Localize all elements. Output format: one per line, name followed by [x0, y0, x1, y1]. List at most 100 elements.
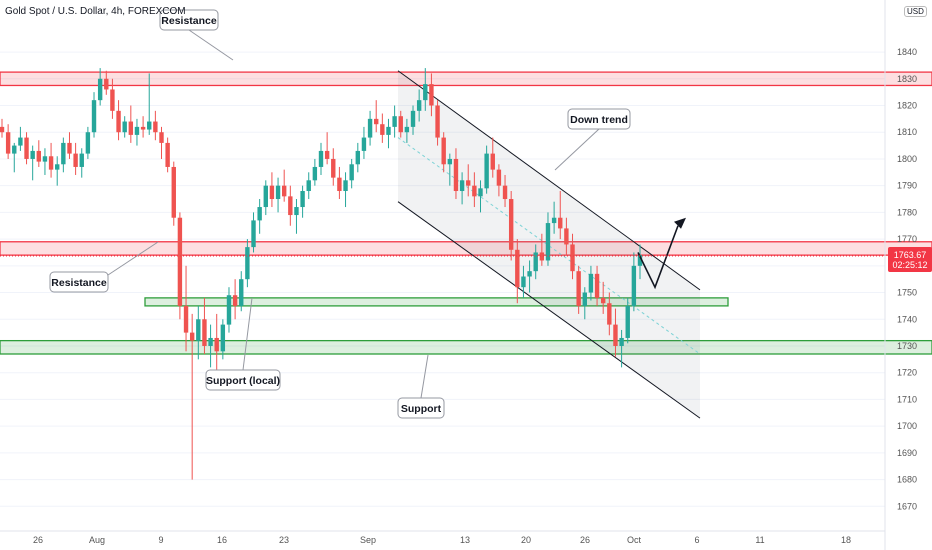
x-axis[interactable]: 26 Aug 9 16 23 Sep 13 20 26 Oct 6 11 18 — [0, 530, 885, 545]
callout-pointer — [554, 128, 600, 171]
candle-body — [582, 292, 587, 306]
projection-path — [637, 225, 679, 290]
candle-body — [374, 118, 379, 125]
candle-body — [202, 319, 207, 346]
callout-label: Resistance — [161, 15, 217, 27]
x-tick-label: 26 — [33, 535, 43, 545]
candle-body — [134, 126, 140, 135]
candle-body — [263, 185, 268, 208]
x-tick-label: 13 — [460, 535, 470, 545]
candle-body — [269, 185, 275, 200]
candle-body — [502, 185, 508, 200]
candle-body — [67, 142, 72, 154]
y-tick-label: 1730 — [897, 341, 917, 351]
candle-body — [551, 217, 557, 224]
candle-body — [355, 150, 361, 165]
price-tag-value: 1763.67 — [894, 250, 927, 260]
candle-body — [539, 252, 545, 261]
candle-body — [435, 105, 440, 138]
candle-body — [533, 252, 538, 272]
candle-body — [5, 132, 11, 154]
candle-body — [73, 153, 78, 167]
support-zone — [144, 297, 729, 307]
candle-body — [441, 137, 446, 165]
callout-label: Down trend — [570, 114, 628, 126]
candle-body — [275, 185, 281, 200]
candle-body — [128, 121, 134, 135]
y-tick-label: 1700 — [897, 421, 917, 431]
callouts: Resistance Resistance Support (local) Suppo… — [49, 9, 631, 419]
candle-body — [251, 220, 256, 248]
candle-body — [447, 158, 453, 165]
candle-body — [36, 150, 42, 162]
candle-body — [361, 137, 367, 151]
candle-body — [257, 207, 262, 221]
candle-body — [398, 116, 403, 133]
channel-lower-line — [397, 201, 701, 419]
y-tick-label: 1690 — [897, 448, 917, 458]
x-tick-label: 11 — [755, 535, 764, 545]
candle-body — [588, 273, 594, 293]
candle-body — [85, 132, 91, 154]
candle-body — [79, 153, 84, 167]
candle-body — [429, 84, 434, 106]
callout-pointer — [188, 29, 234, 61]
y-tick-label: 1830 — [897, 74, 917, 84]
candle-body — [521, 276, 526, 288]
candle-body — [527, 271, 532, 277]
price-zones — [0, 71, 932, 355]
x-tick-label: 26 — [580, 535, 590, 545]
candle-body — [183, 305, 189, 333]
x-tick-label: 9 — [158, 535, 163, 545]
candle-body — [625, 305, 630, 338]
candle-body — [140, 126, 146, 130]
candle-body — [48, 156, 54, 170]
x-tick-label: Oct — [627, 535, 642, 545]
candle-body — [165, 142, 170, 167]
candle-body — [404, 126, 410, 133]
y-tick-label: 1740 — [897, 314, 917, 324]
candle-body — [104, 78, 109, 90]
resistance-zone — [0, 71, 932, 87]
callout-box — [49, 271, 109, 293]
callout-pointer — [242, 297, 253, 371]
y-tick-label: 1770 — [897, 234, 917, 244]
candle-body — [110, 89, 115, 111]
y-tick-label: 1780 — [897, 207, 917, 217]
candle-body — [214, 337, 219, 352]
x-tick-label: 23 — [279, 535, 289, 545]
candle-body — [423, 84, 428, 101]
callout-label: Support (local) — [206, 375, 280, 387]
candle-body — [12, 145, 17, 154]
candle-body — [312, 166, 318, 181]
candle-body — [300, 191, 305, 208]
candle-body — [331, 158, 336, 178]
candle-body — [392, 116, 397, 127]
candle-body — [30, 150, 35, 159]
y-tick-label: 1710 — [897, 394, 917, 404]
callout-box — [397, 397, 445, 419]
candle-body — [410, 110, 416, 127]
candle-body — [42, 156, 48, 162]
candle-body — [600, 297, 606, 304]
candle-body — [288, 196, 293, 216]
candle-body — [318, 150, 324, 167]
candle-body — [177, 217, 183, 306]
candle-body — [147, 121, 152, 130]
y-tick-label: 1680 — [897, 475, 917, 485]
x-tick-label: 6 — [694, 535, 699, 545]
resistance-zone — [0, 241, 932, 256]
candle-body — [576, 271, 581, 306]
candle-body — [564, 228, 569, 245]
y-tick-label: 1810 — [897, 127, 917, 137]
channel-upper-line — [397, 70, 701, 291]
candle-body — [24, 137, 29, 159]
candle-body — [61, 142, 66, 165]
y-axis[interactable]: 1840183018201810180017901780177017601750… — [884, 0, 917, 550]
candle-body — [189, 332, 195, 341]
candle-body — [496, 169, 502, 186]
candle-body — [631, 265, 637, 306]
currency-badge[interactable]: USD — [904, 6, 927, 17]
candle-body — [466, 180, 471, 186]
